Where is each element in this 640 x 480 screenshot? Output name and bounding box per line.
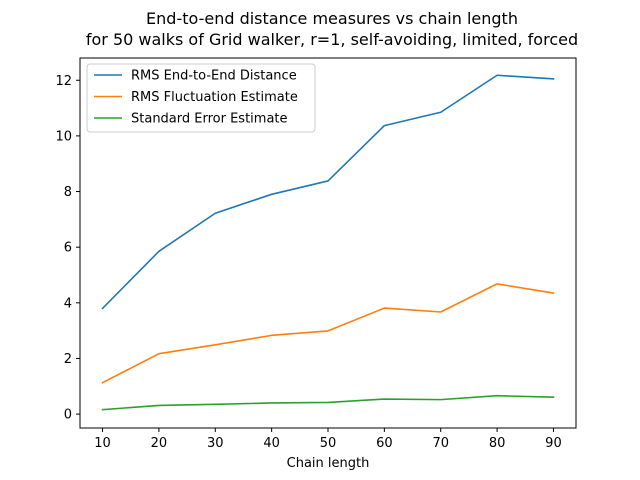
chart-title: End-to-end distance measures vs chain le… <box>146 9 518 28</box>
x-tick-label: 90 <box>545 436 562 451</box>
y-axis: 0 2 4 6 8 10 12 <box>55 74 80 423</box>
y-tick-label: 10 <box>55 129 72 144</box>
x-tick-label: 50 <box>320 436 337 451</box>
legend-label: RMS End-to-End Distance <box>131 69 297 84</box>
series-line-2 <box>101 283 555 384</box>
x-tick-label: 20 <box>151 436 168 451</box>
x-axis: 10 20 30 40 50 60 70 80 90 <box>94 428 562 451</box>
x-tick-label: 30 <box>207 436 224 451</box>
plot-area: 10 20 30 40 50 60 70 80 90 0 2 4 6 8 10 12 <box>55 57 577 451</box>
legend-label: RMS Fluctuation Estimate <box>131 90 298 105</box>
x-axis-label: Chain length <box>287 456 370 471</box>
y-tick-label: 4 <box>64 296 72 311</box>
series-line-1 <box>101 74 555 310</box>
y-tick-label: 8 <box>64 185 72 200</box>
series-line-3 <box>101 394 555 411</box>
y-tick-label: 12 <box>55 74 72 89</box>
y-tick-label: 0 <box>64 408 72 423</box>
x-tick-label: 70 <box>432 436 449 451</box>
x-tick-label: 40 <box>263 436 280 451</box>
x-tick-label: 60 <box>376 436 393 451</box>
x-tick-label: 10 <box>94 436 111 451</box>
legend-label: Standard Error Estimate <box>131 112 288 127</box>
x-tick-label: 80 <box>489 436 506 451</box>
chart-subtitle: for 50 walks of Grid walker, r=1, self-a… <box>86 30 578 49</box>
y-tick-label: 2 <box>64 352 72 367</box>
legend: RMS End-to-End Distance RMS Fluctuation E… <box>86 63 316 133</box>
y-tick-label: 6 <box>64 241 72 256</box>
series-layer <box>101 74 555 411</box>
legend-frame <box>86 63 316 133</box>
